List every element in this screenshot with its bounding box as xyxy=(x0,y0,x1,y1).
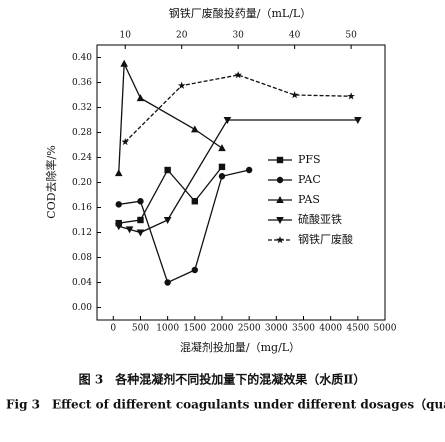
x-tick-label: 3500 xyxy=(292,324,315,334)
legend-label: 钢铁厂废酸 xyxy=(298,232,353,246)
marker xyxy=(115,201,122,208)
marker xyxy=(245,166,253,174)
x2-tick-label: 20 xyxy=(176,31,188,41)
marker xyxy=(218,144,226,152)
legend-label: PAS xyxy=(298,193,320,206)
marker xyxy=(136,94,145,102)
x2-tick-label: 50 xyxy=(345,31,357,41)
marker xyxy=(164,166,171,174)
legend-marker xyxy=(276,217,284,224)
y-tick-label: 0.36 xyxy=(72,78,92,88)
legend-marker xyxy=(276,236,284,244)
y-tick-label: 0.24 xyxy=(72,153,92,163)
y-tick-label: 0.00 xyxy=(72,303,92,313)
legend-label: PFS xyxy=(298,153,321,166)
x-tick-label: 4000 xyxy=(319,324,342,334)
marker xyxy=(163,217,172,224)
y-tick-label: 0.32 xyxy=(72,103,92,113)
marker xyxy=(114,223,123,231)
series-line xyxy=(118,63,223,174)
y-axis-label: COD去除率/% xyxy=(44,145,58,218)
y-tick-label: 0.16 xyxy=(72,203,92,213)
plot-frame xyxy=(96,44,386,321)
y-tick-label: 0.04 xyxy=(72,278,92,288)
series-line xyxy=(118,169,250,284)
x-tick-label: 4500 xyxy=(346,324,369,334)
y-tick-label: 0.40 xyxy=(72,53,92,63)
marker xyxy=(120,59,128,67)
legend-marker xyxy=(276,176,284,184)
legend-marker xyxy=(276,156,284,164)
marker xyxy=(218,173,226,180)
x-tick-label: 2000 xyxy=(211,324,234,334)
marker xyxy=(137,198,144,205)
caption-en: Fig 3 Effect of different coagulants und… xyxy=(6,397,445,412)
y-tick-label: 0.20 xyxy=(72,178,92,188)
marker xyxy=(137,216,144,224)
x-tick-label: 500 xyxy=(132,324,149,334)
marker xyxy=(347,92,355,100)
marker xyxy=(125,226,134,234)
x-tick-label: 5000 xyxy=(374,324,397,334)
legend-marker xyxy=(276,196,284,203)
marker xyxy=(223,117,232,124)
legend-label: PAC xyxy=(298,173,321,186)
marker xyxy=(354,117,362,124)
x2-tick-label: 40 xyxy=(289,31,301,41)
marker xyxy=(218,163,226,171)
y-tick-label: 0.08 xyxy=(72,253,92,263)
marker xyxy=(191,125,199,133)
marker xyxy=(121,137,130,146)
x-tick-label: 0 xyxy=(110,324,116,334)
marker xyxy=(115,219,122,227)
y-tick-label: 0.28 xyxy=(72,128,92,138)
marker xyxy=(114,169,123,177)
x-axis-label: 混凝剂投加量/（mg/L） xyxy=(180,340,300,354)
caption: 图 3 各种混凝剂不同投加量下的混凝效果（水质Ⅱ） xyxy=(79,372,366,387)
y-tick-label: 0.12 xyxy=(72,228,92,238)
marker xyxy=(177,81,186,89)
x2-tick-label: 10 xyxy=(120,31,132,41)
marker xyxy=(164,279,171,286)
legend-label: 硫酸亚铁 xyxy=(298,212,342,226)
x-tick-label: 1500 xyxy=(183,324,206,334)
x2-axis-label: 钢铁厂废酸投药量/（mL/L） xyxy=(169,6,311,20)
marker xyxy=(191,266,199,274)
x2-tick-label: 30 xyxy=(232,31,244,41)
x-tick-label: 1000 xyxy=(156,324,179,334)
marker xyxy=(234,71,242,79)
x-tick-label: 2500 xyxy=(238,324,261,334)
x-tick-label: 3000 xyxy=(265,324,288,334)
marker xyxy=(191,198,199,205)
marker xyxy=(290,91,299,99)
marker xyxy=(136,229,145,237)
